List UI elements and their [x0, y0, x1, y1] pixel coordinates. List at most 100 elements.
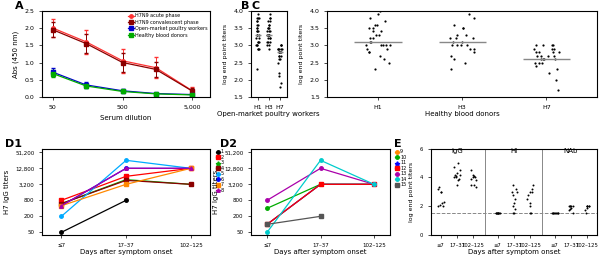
- Point: [453, 161, 463, 165]
- Point: [469, 50, 478, 54]
- Text: HI: HI: [511, 148, 518, 154]
- Point: [254, 16, 263, 20]
- Point: [508, 211, 518, 215]
- Point: [253, 22, 263, 27]
- Point: [374, 12, 383, 16]
- Point: [252, 43, 262, 48]
- Y-axis label: log end point titers: log end point titers: [409, 162, 415, 222]
- Point: [533, 53, 542, 58]
- Point: [264, 33, 274, 37]
- Point: [253, 46, 263, 51]
- Point: [509, 211, 518, 215]
- Point: [564, 204, 574, 208]
- Point: [275, 57, 284, 61]
- Point: [553, 67, 562, 72]
- Point: [265, 16, 275, 20]
- Point: [452, 43, 462, 48]
- Point: [276, 46, 286, 51]
- Point: [264, 29, 274, 34]
- Point: [536, 57, 545, 61]
- Point: [553, 211, 562, 215]
- Point: [433, 187, 443, 191]
- Point: [509, 193, 518, 197]
- Point: [254, 33, 263, 37]
- Point: [376, 53, 385, 58]
- Point: [512, 190, 521, 194]
- Point: [252, 19, 262, 23]
- Text: D2: D2: [220, 139, 238, 149]
- Point: [494, 211, 504, 215]
- Point: [526, 211, 536, 215]
- Point: [274, 46, 283, 51]
- Point: [510, 207, 520, 211]
- Point: [491, 211, 501, 215]
- Point: [507, 190, 517, 194]
- Point: [265, 16, 275, 20]
- Point: [469, 183, 478, 187]
- Point: [276, 43, 286, 48]
- Legend: H7N9 acute phase, H7N9 convalescent phase, Open-market poultry workers, Healthy : H7N9 acute phase, H7N9 convalescent phas…: [128, 13, 208, 38]
- Point: [364, 26, 374, 30]
- Point: [264, 22, 274, 27]
- Point: [565, 204, 575, 208]
- Point: [511, 197, 520, 201]
- Point: [492, 211, 502, 215]
- Point: [252, 33, 262, 37]
- Text: E: E: [394, 139, 402, 149]
- Point: [550, 57, 560, 61]
- Point: [265, 43, 274, 48]
- Point: [551, 77, 561, 82]
- Point: [531, 64, 541, 68]
- Point: [508, 204, 518, 208]
- Point: [550, 46, 559, 51]
- Point: [265, 33, 274, 37]
- Point: [379, 43, 388, 48]
- Point: [368, 26, 377, 30]
- Point: [380, 19, 390, 23]
- Point: [543, 53, 553, 58]
- Point: [276, 50, 286, 54]
- Point: [364, 50, 374, 54]
- Point: [266, 19, 275, 23]
- Point: [263, 40, 272, 44]
- Point: [525, 201, 535, 205]
- Point: [366, 40, 376, 44]
- Y-axis label: H7 IgG titers: H7 IgG titers: [4, 170, 10, 214]
- Point: [456, 43, 466, 48]
- Point: [254, 46, 264, 51]
- Point: [439, 200, 449, 204]
- Point: [433, 204, 443, 208]
- Point: [493, 211, 503, 215]
- Point: [277, 81, 286, 85]
- Point: [550, 211, 560, 215]
- Point: [523, 193, 532, 197]
- Point: [536, 53, 546, 58]
- Point: [370, 22, 379, 27]
- Point: [382, 46, 392, 51]
- Point: [491, 211, 501, 215]
- Point: [263, 26, 273, 30]
- Point: [466, 177, 476, 181]
- Point: [468, 36, 478, 40]
- Point: [538, 43, 548, 48]
- Point: [539, 57, 548, 61]
- Point: [580, 208, 590, 213]
- Point: [252, 43, 262, 48]
- Point: [547, 46, 556, 51]
- Point: [460, 60, 470, 65]
- Point: [438, 204, 448, 208]
- Point: [252, 29, 262, 34]
- Point: [436, 202, 445, 207]
- Point: [446, 36, 455, 40]
- Point: [564, 208, 574, 213]
- Point: [364, 50, 374, 54]
- Point: [472, 185, 481, 190]
- Point: [385, 60, 394, 65]
- Point: [468, 173, 478, 177]
- Point: [527, 187, 536, 191]
- Point: [370, 67, 380, 72]
- Text: A: A: [15, 1, 24, 11]
- Point: [464, 12, 474, 16]
- Point: [448, 40, 457, 44]
- Point: [449, 22, 459, 27]
